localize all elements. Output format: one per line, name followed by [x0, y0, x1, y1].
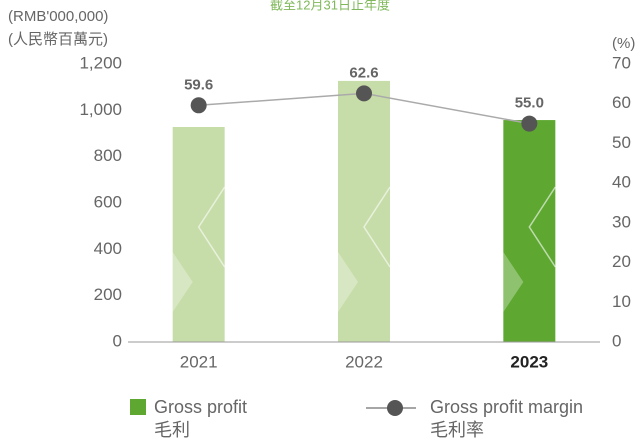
x-tick-label: 2022	[345, 352, 383, 371]
y-tick-label: 800	[94, 146, 122, 165]
y-axis-label-zh: (人民幣百萬元)	[8, 31, 108, 48]
bar-decoration	[172, 252, 193, 312]
y2-axis-label: (%)	[612, 35, 635, 52]
legend-label: Gross profit	[154, 397, 247, 417]
bar	[503, 120, 556, 343]
legend-label-zh: 毛利	[154, 420, 190, 440]
bar	[172, 127, 225, 342]
bar-decoration	[338, 252, 358, 312]
y-tick-label: 400	[94, 239, 122, 258]
y2-tick-label: 60	[612, 93, 631, 112]
y-axis-label: (RMB'000,000)	[8, 8, 108, 25]
legend-label: Gross profit margin	[430, 397, 583, 417]
marker	[521, 115, 538, 132]
legend-marker	[387, 400, 403, 416]
legend-swatch	[130, 399, 146, 415]
y-tick-label: 1,200	[79, 53, 122, 72]
bar-decoration	[197, 186, 226, 268]
y2-tick-label: 10	[612, 292, 631, 311]
data-label: 62.6	[349, 64, 378, 81]
y-tick-label: 0	[113, 331, 122, 350]
y2-tick-label: 70	[612, 53, 631, 72]
y-tick-label: 1,000	[79, 100, 122, 119]
y-tick-label: 600	[94, 192, 122, 211]
legend-label-zh: 毛利率	[430, 420, 484, 440]
x-tick-label: 2023	[510, 352, 548, 371]
x-tick-label: 2021	[180, 352, 218, 371]
marker	[190, 97, 207, 114]
bar-decoration	[528, 186, 556, 268]
chart-title: 截至12月31日止年度	[270, 0, 390, 12]
y2-tick-label: 30	[612, 212, 631, 231]
bar-decoration	[503, 252, 524, 312]
y2-tick-label: 0	[612, 331, 621, 350]
data-label: 55.0	[515, 95, 544, 112]
bar-decoration	[363, 186, 391, 268]
y2-tick-label: 20	[612, 252, 631, 271]
y2-tick-label: 40	[612, 173, 631, 192]
marker	[356, 85, 372, 102]
y2-tick-label: 50	[612, 133, 631, 152]
bar	[338, 80, 390, 342]
data-label: 59.6	[184, 76, 213, 93]
y-tick-label: 200	[94, 285, 122, 304]
